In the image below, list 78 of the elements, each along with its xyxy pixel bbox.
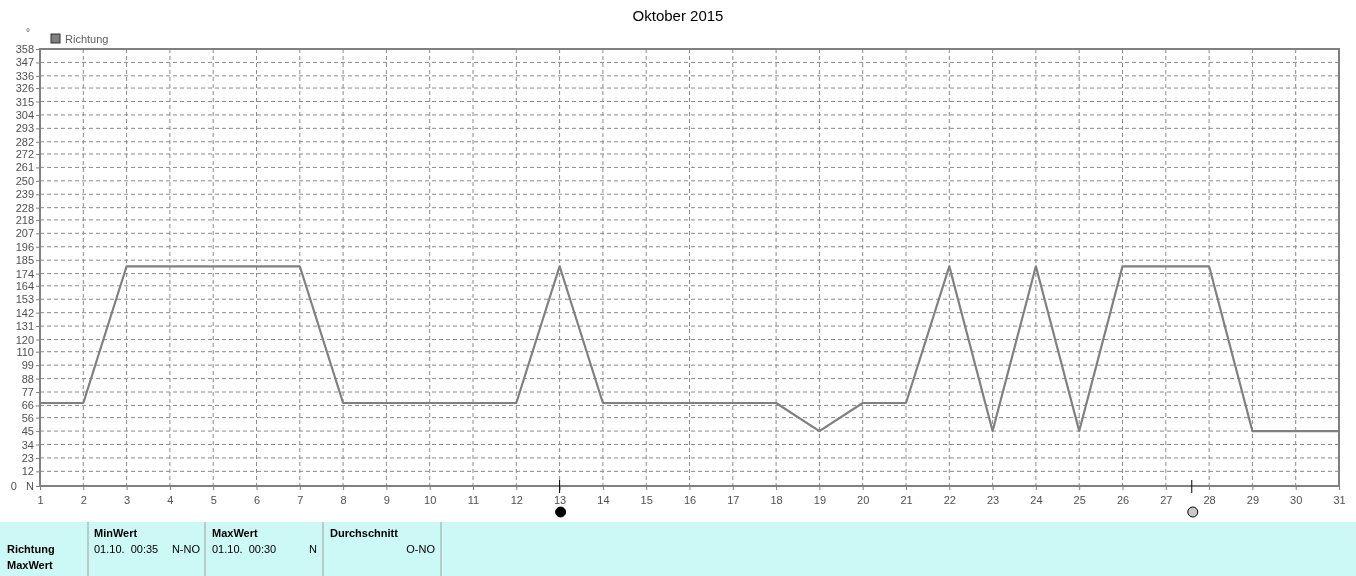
y-tick-label: 34 [21, 438, 34, 451]
x-tick-label: 26 [1116, 493, 1130, 506]
x-tick-label: 16 [683, 493, 697, 506]
y-tick-label: 0 N [10, 480, 35, 493]
x-tick-label: 4 [167, 493, 174, 506]
legend-label: Richtung [65, 33, 109, 45]
y-tick-label: 272 [15, 148, 34, 160]
y-tick-label: 347 [15, 56, 34, 69]
x-tick-label: 15 [640, 493, 653, 506]
x-tick-label: 23 [986, 493, 1000, 506]
x-tick-label: 19 [813, 493, 827, 506]
y-tick-label: 99 [21, 359, 34, 372]
y-tick-label: 88 [21, 372, 34, 385]
x-tick-label: 7 [297, 493, 304, 506]
y-tick-label: 261 [15, 161, 34, 174]
chart-title: Oktober 2015 [632, 7, 724, 24]
text: N [309, 543, 318, 555]
x-tick-label: 6 [253, 493, 261, 506]
y-tick-label: 66 [21, 399, 34, 412]
y-tick-label: 131 [15, 320, 34, 333]
y-tick-label: 120 [15, 333, 34, 346]
x-tick-label: 18 [770, 493, 783, 506]
y-tick-label: 304 [15, 108, 34, 121]
x-tick-label: 3 [124, 493, 131, 506]
y-tick-label: 45 [21, 425, 34, 438]
y-tick-label: 358 [15, 43, 34, 56]
y-tick-label: 77 [21, 386, 34, 399]
x-tick-label: 1 [37, 493, 44, 506]
text: Richtung [7, 543, 55, 555]
x-tick-label: 27 [1160, 493, 1173, 506]
x-tick-label: 25 [1073, 493, 1086, 506]
y-tick-label: 12 [21, 465, 34, 478]
y-tick-label: 142 [15, 306, 34, 319]
text: MaxWert [7, 559, 53, 571]
x-tick-label: 17 [727, 493, 740, 506]
x-tick-label: 29 [1246, 493, 1260, 506]
text: N-NO [171, 543, 201, 555]
y-tick-label: 315 [15, 95, 34, 108]
text: MaxWert [212, 527, 258, 539]
y-tick-label: 174 [15, 267, 34, 280]
x-tick-label: 20 [857, 493, 870, 506]
text: 01.10. 00:30 [212, 543, 277, 555]
x-tick-label: 14 [597, 493, 610, 506]
x-tick-label: 24 [1030, 493, 1043, 506]
y-axis-title: ° [26, 27, 30, 38]
x-tick-label: 21 [900, 493, 913, 506]
x-tick-label: 13 [553, 493, 567, 506]
x-tick-label: 5 [210, 493, 217, 506]
text: Durchschnitt [330, 527, 399, 539]
y-tick-label: 153 [15, 293, 34, 306]
x-tick-label: 10 [424, 493, 437, 506]
y-tick-label: 23 [21, 451, 34, 464]
y-tick-label: 282 [15, 135, 34, 148]
y-tick-label: 207 [15, 227, 34, 240]
text: 01.10. 00:35 [94, 543, 159, 555]
text: O-NO [406, 543, 436, 555]
text: MinWert [94, 527, 138, 539]
y-tick-label: 110 [16, 345, 34, 358]
y-tick-label: 293 [15, 122, 34, 135]
x-tick-label: 22 [943, 493, 956, 506]
y-tick-label: 326 [15, 82, 34, 95]
x-tick-label: 30 [1290, 493, 1303, 506]
x-tick-label: 8 [340, 493, 347, 506]
y-tick-label: 239 [15, 188, 34, 201]
y-tick-label: 164 [15, 279, 34, 292]
y-tick-label: 196 [15, 240, 34, 253]
x-tick-label: 12 [510, 493, 523, 506]
y-tick-label: 185 [15, 254, 34, 267]
x-tick-label: 11 [467, 493, 480, 506]
x-tick-label: 2 [80, 493, 87, 506]
y-tick-label: 250 [15, 174, 34, 187]
y-tick-label: 228 [15, 201, 34, 214]
x-tick-label: 28 [1203, 493, 1216, 506]
x-tick-label: 9 [383, 493, 390, 506]
y-tick-label: 218 [15, 213, 34, 226]
x-tick-label: 31 [1333, 493, 1346, 506]
y-tick-label: 56 [21, 411, 34, 424]
y-tick-label: 336 [15, 69, 34, 82]
